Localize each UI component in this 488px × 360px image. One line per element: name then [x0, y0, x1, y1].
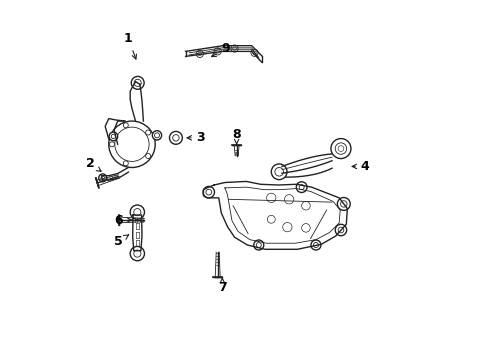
Text: 9: 9	[211, 42, 230, 57]
Circle shape	[266, 193, 275, 203]
Circle shape	[145, 130, 150, 135]
Circle shape	[337, 198, 349, 210]
Circle shape	[99, 174, 106, 182]
Circle shape	[267, 215, 275, 223]
Circle shape	[214, 48, 221, 55]
Text: 4: 4	[351, 160, 369, 173]
Circle shape	[301, 224, 309, 232]
Circle shape	[109, 142, 114, 147]
Text: 1: 1	[124, 32, 136, 59]
Circle shape	[123, 123, 128, 128]
Circle shape	[169, 131, 182, 144]
Circle shape	[301, 202, 309, 210]
Circle shape	[253, 240, 263, 250]
Circle shape	[196, 50, 203, 58]
Circle shape	[145, 153, 150, 158]
Circle shape	[310, 240, 320, 250]
Text: 3: 3	[187, 131, 205, 144]
Circle shape	[284, 195, 293, 204]
Circle shape	[131, 76, 144, 89]
Circle shape	[271, 164, 286, 180]
Circle shape	[296, 182, 306, 193]
Circle shape	[330, 139, 350, 158]
Circle shape	[123, 161, 128, 166]
Text: 6: 6	[114, 213, 131, 226]
Text: 2: 2	[85, 157, 101, 171]
Circle shape	[130, 205, 144, 219]
Circle shape	[108, 121, 155, 167]
Circle shape	[230, 45, 238, 52]
Text: 5: 5	[114, 235, 128, 248]
Text: 7: 7	[218, 278, 226, 294]
Circle shape	[282, 222, 291, 232]
Circle shape	[203, 186, 214, 198]
Circle shape	[152, 131, 162, 140]
Circle shape	[109, 132, 118, 141]
Text: 8: 8	[232, 128, 241, 144]
Circle shape	[250, 49, 258, 57]
Circle shape	[130, 247, 144, 261]
Circle shape	[335, 224, 346, 236]
